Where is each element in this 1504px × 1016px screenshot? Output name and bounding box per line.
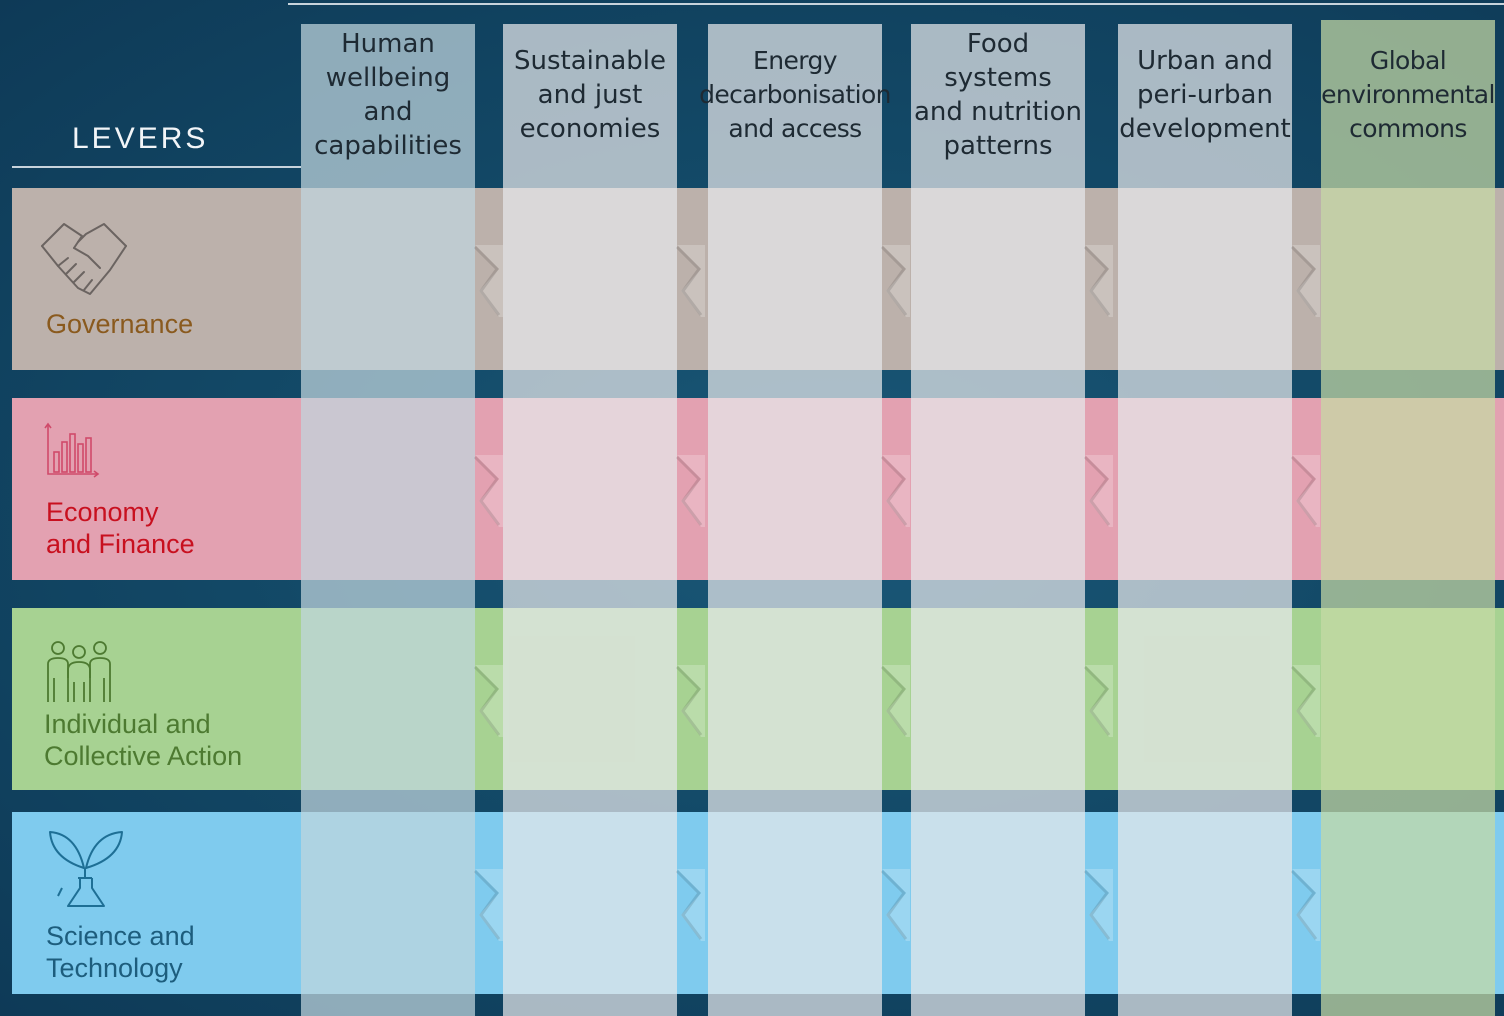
column-food-systems: Food systems and nutrition patterns	[911, 24, 1085, 1016]
column-header-global-commons: Global environmental commons	[1321, 46, 1495, 143]
bar-chart-icon	[44, 422, 100, 483]
column-header-human-wellbeing: Human wellbeing and capabilities	[314, 29, 462, 161]
levers-title: LEVERS	[72, 122, 209, 155]
lever-label-governance: Governance	[46, 309, 194, 339]
levers-divider	[12, 166, 301, 168]
people-icon	[44, 638, 114, 709]
column-sustainable-economies: Sustainable and just economies	[503, 24, 677, 1016]
lever-label-science-technology: Science and Technology	[46, 921, 195, 983]
column-header-food-systems: Food systems and nutrition patterns	[913, 29, 1083, 161]
plant-flask-icon	[46, 828, 126, 915]
column-header-energy: Energy decarbonisation and access	[699, 46, 891, 143]
column-header-sustainable-economies: Sustainable and just economies	[513, 46, 666, 144]
column-urban: Urban and peri-urban development	[1118, 24, 1292, 1016]
handshake-icon	[38, 218, 130, 303]
column-header-urban: Urban and peri-urban development	[1119, 46, 1291, 144]
lever-label-economy-finance: Economy and Finance	[46, 497, 195, 559]
top-divider	[288, 3, 1504, 5]
column-energy: Energy decarbonisation and access	[699, 24, 892, 1016]
lever-label-individual-collective-action: Individual and Collective Action	[44, 709, 243, 771]
column-global-commons: Global environmental commons	[1321, 20, 1495, 1016]
column-human-wellbeing: Human wellbeing and capabilities	[301, 24, 475, 1016]
